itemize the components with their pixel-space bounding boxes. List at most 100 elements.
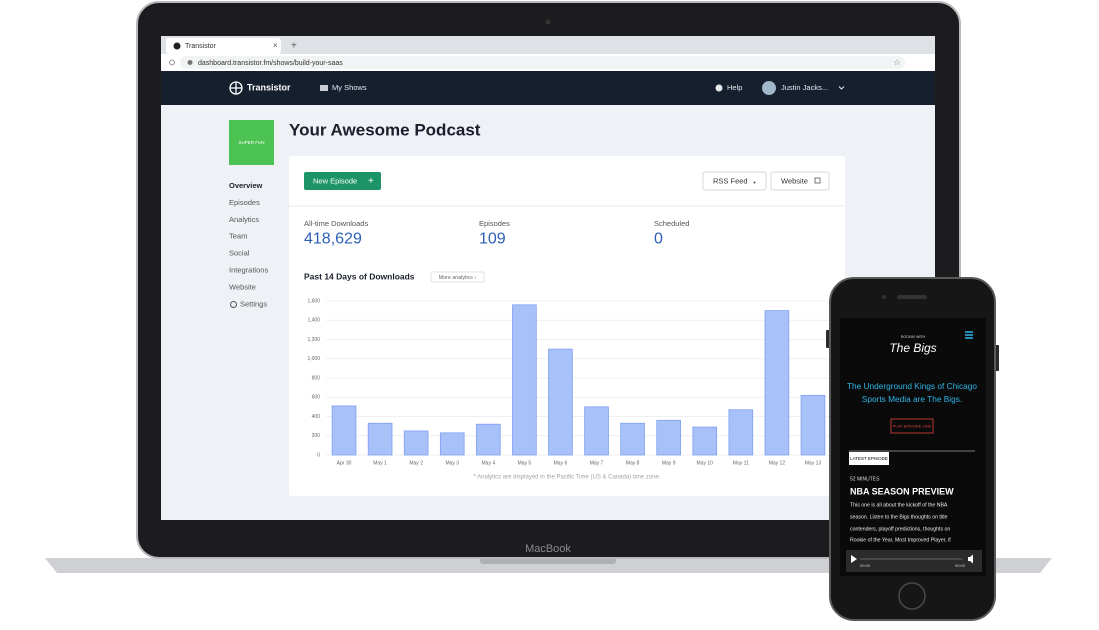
y-tick-label: 200 [312,433,321,439]
bar [620,422,645,456]
x-tick-label: May 2 [409,460,423,466]
y-tick-label: 400 [312,414,321,420]
cover [229,120,274,165]
home-button[interactable] [898,582,926,610]
bar [367,422,393,456]
y-tick-label: 0 [317,452,320,458]
description-line: This one is all about the kickoff of the… [850,502,948,508]
x-tick-label: May 1 [373,460,387,466]
bar [331,405,357,456]
headline: The Underground Kings of Chicago [847,381,977,391]
more-analytics[interactable]: More analytics › [439,275,477,281]
x-tick-label: May 6 [554,460,568,466]
headline: Sports Media are The Bigs. [862,394,962,404]
play-episode-button[interactable] [890,418,934,434]
time-end: 00:00 [955,563,966,568]
bar [764,310,790,456]
shows-icon [320,85,328,91]
phone-speaker [897,295,927,299]
player [846,550,982,572]
nav [161,71,935,105]
rss-icon [753,181,756,184]
website-button[interactable] [770,171,830,191]
sidebar-item[interactable]: Website [229,282,256,291]
x-tick-label: May 7 [590,460,604,466]
user-chevron[interactable] [838,86,845,90]
website-label[interactable]: Website [781,176,808,185]
help[interactable]: Help [727,83,742,92]
new-episode-icon[interactable]: + [368,176,374,187]
sidebar-item[interactable]: Integrations [229,265,268,274]
laptop-brand: MacBook [525,543,571,555]
bar [584,406,609,456]
sidebar: Overview Episodes Analytics Team Social Integ… [229,181,268,308]
bar [656,419,681,456]
x-tick-label: May 4 [482,460,496,466]
description-line: season. Listen to the Bigs thoughts on t… [850,514,948,520]
sidebar-item[interactable]: Overview [229,181,263,190]
volume-icon[interactable] [968,554,973,564]
user[interactable]: Justin Jacks... [781,83,828,92]
help-icon [715,84,723,92]
y-tick-label: 1,400 [307,318,320,324]
sidebar-item[interactable]: Analytics [229,215,259,224]
x-tick-label: May 11 [733,460,749,466]
latest-label: LATEST EPISODE [850,456,888,461]
tab-bar [161,36,935,54]
phone-camera [882,295,886,299]
logo[interactable]: Transistor [247,82,291,92]
play-episode-label[interactable]: PLAY EPISODE ONE [893,424,932,429]
new-episode-button[interactable] [304,172,381,190]
description-line: Rookie of the Year, Most Improved Player… [850,537,951,543]
stat-label: All-time Downloads [304,219,368,228]
laptop-camera [545,19,551,25]
y-tick-label: 600 [312,395,321,401]
description-line: contenders, playoff predictions, thought… [850,526,950,532]
settings-icon [230,301,237,308]
y-tick-label: 800 [312,375,321,381]
bar [403,430,429,456]
sidebar-item[interactable]: Social [229,249,250,258]
x-tick-label: May 13 [805,460,822,466]
rss-button[interactable] [702,171,767,191]
laptop-notch [480,558,616,564]
new-episode-label[interactable]: New Episode [313,176,357,185]
laptop-base [45,558,1052,573]
chart: 0 200 400 600 800 1,000 1,200 1,400 1,600 Apr 30 M… [307,298,831,466]
episode-title: NBA SEASON PREVIEW [850,486,954,496]
stat-value: 0 [654,231,663,248]
more-analytics-button[interactable] [430,271,485,283]
stat-label: Episodes [479,219,510,228]
my-shows[interactable]: My Shows [332,83,367,92]
tab[interactable] [166,38,281,54]
url-bar[interactable] [180,56,905,69]
x-tick-label: May 8 [626,460,640,466]
stats: All-time Downloads 418,629 Episodes 109 Sche… [304,219,689,248]
chart-title: Past 14 Days of Downloads [304,271,415,281]
play-icon[interactable] [851,555,857,563]
stat-value: 109 [479,231,506,248]
avatar[interactable] [762,81,776,95]
sidebar-item[interactable]: Team [229,232,247,241]
x-tick-label: May 10 [697,460,714,466]
bar [728,409,754,456]
x-tick-label: May 9 [662,460,676,466]
latest-tag [849,452,889,465]
bar [548,348,573,456]
tab-close[interactable]: × [273,41,278,50]
y-tick-label: 1,000 [307,356,320,362]
reload[interactable] [169,59,175,66]
phone-screen [840,318,986,576]
stat-label: Scheduled [654,219,689,228]
new-tab[interactable]: + [291,41,297,52]
podcast-title: Your Awesome Podcast [289,120,481,139]
bar [439,432,465,456]
bar [692,426,718,456]
sidebar-item[interactable]: Settings [240,299,267,308]
rss-label[interactable]: RSS Feed [713,176,748,185]
bookmark[interactable]: ☆ [893,58,900,67]
external-icon [814,177,821,184]
sidebar-item[interactable]: Episodes [229,198,260,207]
